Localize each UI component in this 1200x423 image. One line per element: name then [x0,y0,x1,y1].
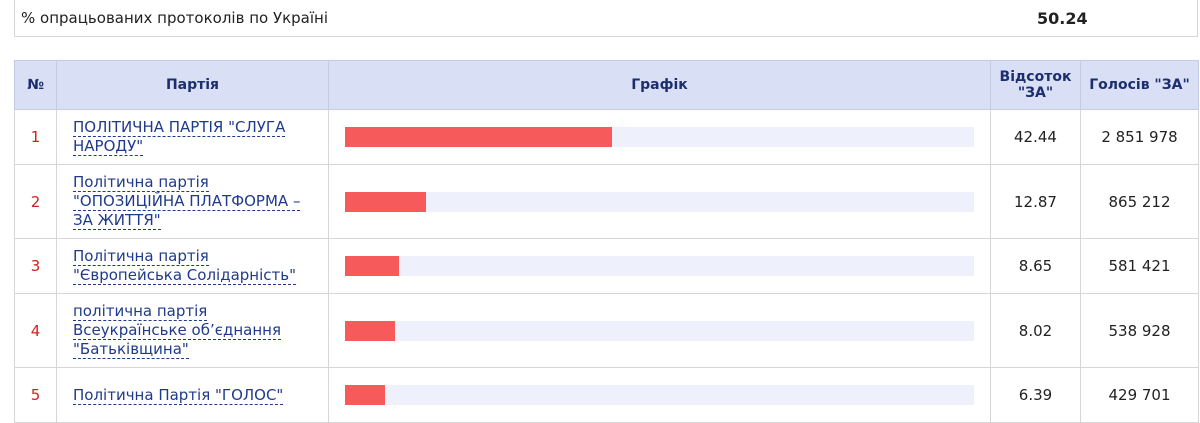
row-number: 2 [14,164,57,239]
bar [345,127,612,147]
bar-track [345,320,974,341]
percent: 8.02 [990,293,1081,368]
row: 3 Політична партія "Європейська Солідарні… [14,238,1199,294]
party-cell: ПОЛІТИЧНА ПАРТІЯ "СЛУГА НАРОДУ" [56,109,329,165]
summary: % опрацьованих протоколів по Україні 50.… [14,0,1198,37]
bar [345,385,386,405]
row-number: 4 [14,293,57,368]
party-link[interactable]: Політична партія "ОПОЗИЦІЙНА ПЛАТФОРМА –… [73,173,301,230]
row-number: 1 [14,109,57,165]
header-row: № Партія Графік Відсоток "ЗА" Голосів "ЗА" [14,60,1199,110]
bar-track [345,127,974,147]
party-link[interactable]: політична партія Всеукраїнське об’єднанн… [73,302,281,359]
bar [345,320,396,341]
row: 5 Політична Партія "ГОЛОС" 6.39 429 701 [14,367,1199,423]
percent: 8.65 [990,238,1081,294]
bar [345,256,400,276]
row-number: 5 [14,367,57,423]
summary-value: 50.24 [1037,8,1088,28]
votes: 429 701 [1080,367,1199,423]
page: % опрацьованих протоколів по Україні 50.… [14,0,1199,423]
party-link[interactable]: Політична Партія "ГОЛОС" [73,385,284,405]
column-header: Партія [56,60,329,110]
graph-cell [328,164,991,239]
graph-cell [328,238,991,294]
votes: 581 421 [1080,238,1199,294]
party-link[interactable]: Політична партія "Європейська Солідарніс… [73,247,296,285]
column-header: Відсоток "ЗА" [990,60,1081,110]
percent: 42.44 [990,109,1081,165]
percent: 12.87 [990,164,1081,239]
percent: 6.39 [990,367,1081,423]
graph-cell [328,109,991,165]
row: 2 Політична партія "ОПОЗИЦІЙНА ПЛАТФОРМА … [14,164,1199,239]
bar-track [345,256,974,276]
row: 4 політична партія Всеукраїнське об’єднан… [14,293,1199,368]
column-header: Графік [328,60,991,110]
party-cell: політична партія Всеукраїнське об’єднанн… [56,293,329,368]
column-header: № [14,60,57,110]
column-header: Голосів "ЗА" [1080,60,1199,110]
votes: 865 212 [1080,164,1199,239]
bar-track [345,191,974,212]
results-table: № Партія Графік Відсоток "ЗА" Голосів "ЗА" 1… [14,60,1199,423]
bar [345,191,426,212]
graph-cell [328,293,991,368]
party-cell: Політична партія "ОПОЗИЦІЙНА ПЛАТФОРМА –… [56,164,329,239]
votes: 538 928 [1080,293,1199,368]
party-cell: Політична партія "Європейська Солідарніс… [56,238,329,294]
row-number: 3 [14,238,57,294]
row: 1 ПОЛІТИЧНА ПАРТІЯ "СЛУГА НАРОДУ" 42.44 2 8… [14,109,1199,165]
votes: 2 851 978 [1080,109,1199,165]
party-link[interactable]: ПОЛІТИЧНА ПАРТІЯ "СЛУГА НАРОДУ" [73,118,286,156]
graph-cell [328,367,991,423]
party-cell: Політична Партія "ГОЛОС" [56,367,329,423]
bar-track [345,385,974,405]
summary-label: % опрацьованих протоколів по Україні [21,9,329,27]
